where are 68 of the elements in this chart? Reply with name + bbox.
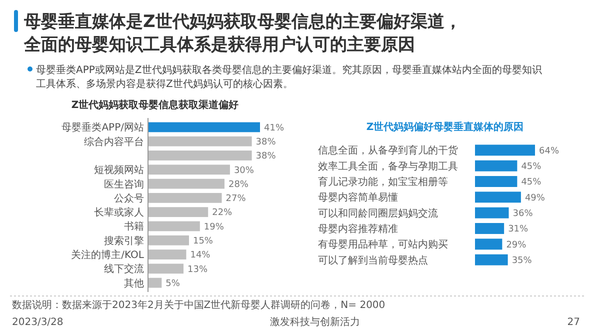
y-tick-label: 母婴内容推荐精准 bbox=[318, 222, 398, 235]
text: 27 bbox=[567, 317, 580, 328]
y-tick-label: 其他 bbox=[124, 277, 144, 290]
bar bbox=[148, 207, 208, 218]
data-label: 45% bbox=[521, 178, 542, 188]
data-label: 35% bbox=[512, 256, 532, 266]
bar bbox=[475, 254, 508, 266]
bar bbox=[148, 136, 252, 146]
text: 母婴垂直媒体是Z世代妈妈获取母婴信息的主要偏好渠道， bbox=[23, 12, 462, 32]
y-tick-label: 线下交流 bbox=[104, 263, 144, 276]
data-label: 19% bbox=[204, 222, 224, 232]
data-label: 41% bbox=[264, 123, 284, 134]
bar bbox=[148, 178, 224, 189]
y-tick-label: 短视频网站 bbox=[94, 164, 144, 176]
data-label: 49% bbox=[524, 193, 546, 204]
y-tick-label: 公众号 bbox=[114, 192, 144, 204]
data-label: 5% bbox=[166, 278, 180, 289]
y-tick-label: 可以了解到当前母婴热点 bbox=[318, 254, 428, 266]
y-tick-label: 可以和同龄同圈层妈妈交流 bbox=[318, 207, 438, 220]
y-tick-label: 母婴垂类APP/网站 bbox=[62, 122, 144, 134]
bar bbox=[148, 250, 186, 260]
text: 2023/3/28 bbox=[12, 317, 64, 328]
bar bbox=[475, 160, 518, 172]
text: 激发科技与创新活力 bbox=[270, 316, 360, 328]
data-label: 64% bbox=[539, 146, 560, 156]
y-tick-label: 有母婴用品种草，可站内购买 bbox=[318, 238, 448, 251]
data-label: 27% bbox=[226, 194, 246, 204]
y-tick-label: 搜索引擎 bbox=[104, 234, 144, 247]
data-label: 14% bbox=[190, 250, 211, 261]
bar bbox=[475, 144, 535, 156]
data-label: 30% bbox=[234, 166, 254, 176]
data-label: 29% bbox=[506, 240, 527, 250]
text: 全面的母婴知识工具体系是获得用户认可的主要原因 bbox=[23, 35, 415, 55]
y-tick-label: 长辈或家人 bbox=[94, 206, 144, 219]
bar bbox=[148, 164, 230, 175]
data-label: 45% bbox=[521, 162, 542, 172]
y-tick-label: 育儿记录功能，如宝宝相册等 bbox=[318, 176, 448, 188]
data-label: 36% bbox=[512, 208, 534, 219]
bar bbox=[475, 223, 504, 234]
bar bbox=[148, 221, 200, 232]
bar bbox=[148, 264, 184, 274]
bar bbox=[148, 150, 252, 160]
data-label: 31% bbox=[508, 224, 529, 235]
y-tick-label: 关注的博主/KOL bbox=[71, 249, 144, 262]
data-label: 22% bbox=[212, 208, 233, 218]
bar bbox=[148, 278, 162, 288]
bar bbox=[148, 192, 222, 203]
y-tick-label: 母婴内容简单易懂 bbox=[318, 192, 398, 204]
y-tick-label: 综合内容平台 bbox=[84, 136, 144, 148]
text: 数据说明：数据来源于2023年2月关于中国Z世代新母婴人群调研的问卷，N= 2000 bbox=[12, 299, 386, 311]
chart-title: Z世代妈妈偏好母婴垂直媒体的原因 bbox=[366, 121, 524, 133]
bar bbox=[475, 207, 509, 218]
y-tick-label: 效率工具全面，备孕与孕期工具 bbox=[318, 160, 458, 172]
data-label: 13% bbox=[188, 264, 208, 275]
text: 母婴垂类APP或网站是Z世代妈妈获取各类母婴信息的主要偏好渠道。究其原因，母婴垂直媒体站内全面的母婴知识工具体系、多场景内容是获得Z世代妈妈认可的核心因素。 bbox=[36, 64, 542, 90]
data-label: 28% bbox=[228, 180, 249, 190]
y-tick-label: 书籍 bbox=[124, 220, 144, 233]
y-tick-label: 信息全面，从备孕到育儿的干货 bbox=[318, 144, 458, 157]
data-label: 15% bbox=[192, 236, 214, 247]
bar bbox=[148, 122, 260, 132]
y-tick-label: 医生咨询 bbox=[104, 178, 144, 190]
data-label: 38% bbox=[256, 152, 276, 162]
data-label: 38% bbox=[256, 137, 276, 148]
chart-title: Z世代妈妈获取母婴信息获取渠道偏好 bbox=[71, 99, 239, 111]
bar bbox=[475, 238, 502, 250]
bar bbox=[475, 176, 518, 187]
bar bbox=[475, 192, 521, 203]
bar bbox=[148, 235, 189, 246]
